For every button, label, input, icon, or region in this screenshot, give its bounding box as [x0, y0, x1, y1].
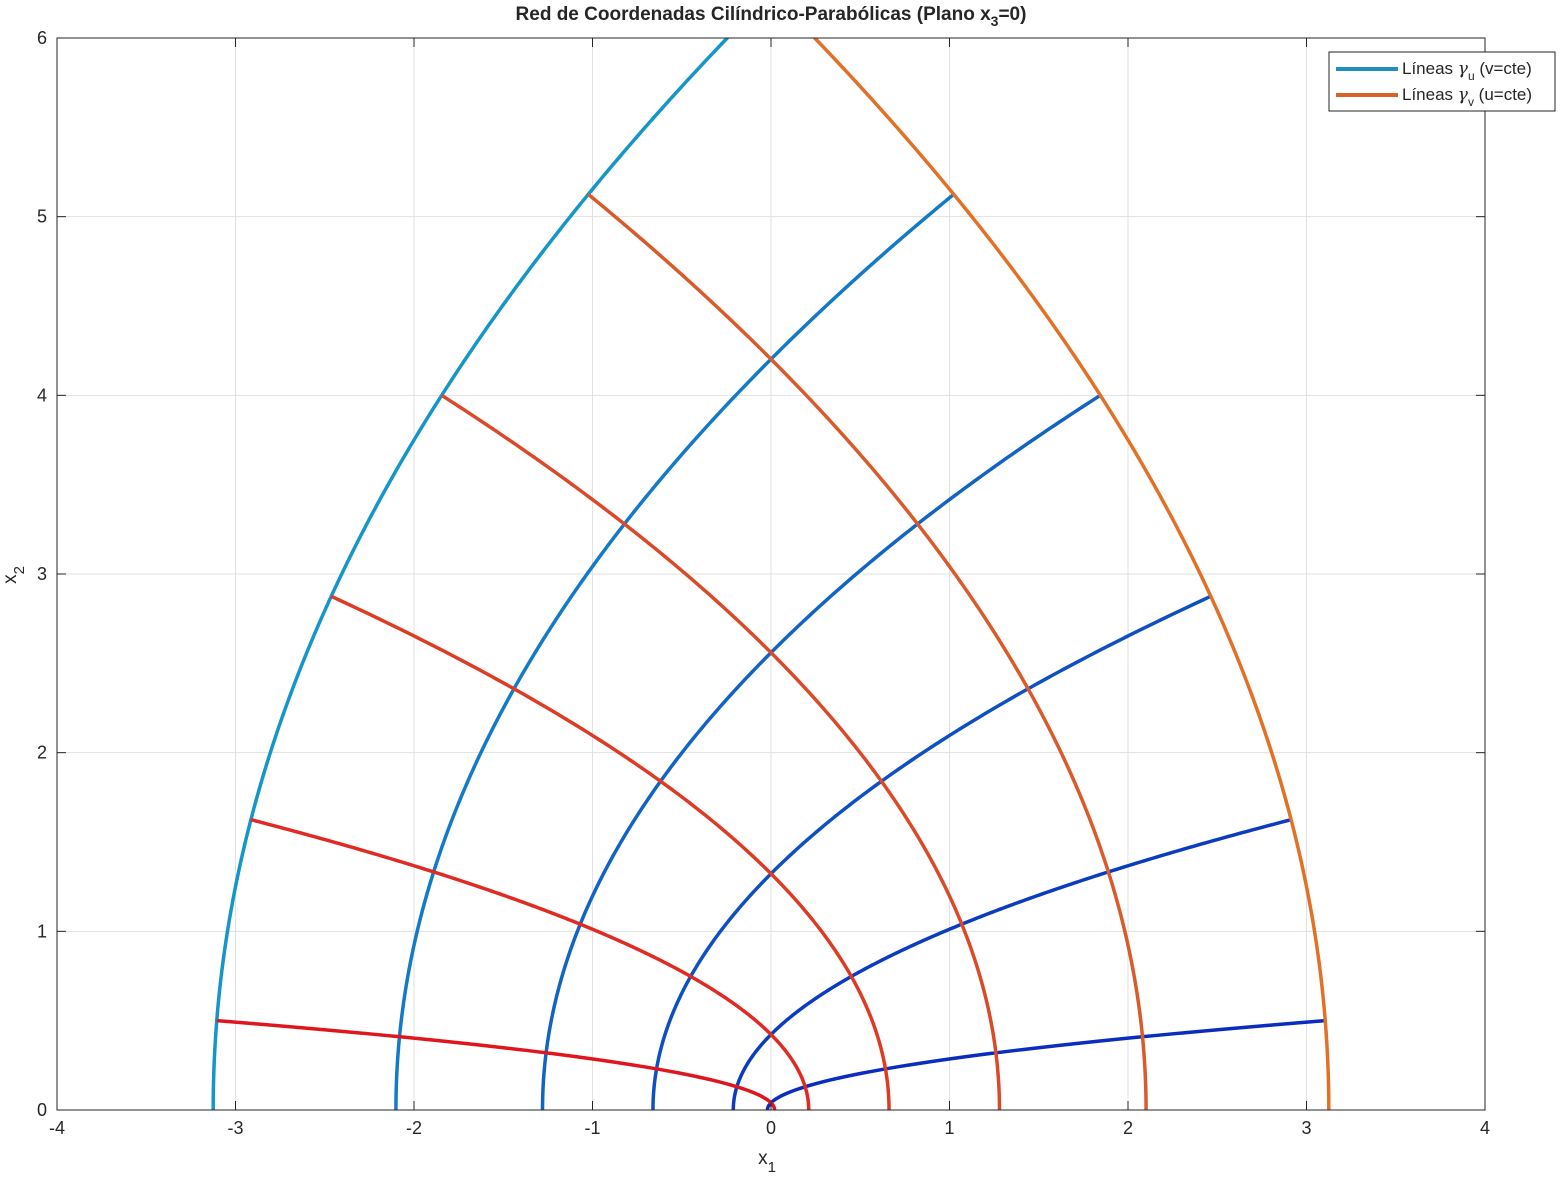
gamma-v-line [250, 817, 811, 1110]
gamma-u-line [731, 817, 1292, 1110]
x-tick-label: -2 [406, 1118, 422, 1138]
x-tick-label: 1 [944, 1118, 954, 1138]
gamma-u-line [394, 192, 955, 1110]
y-tick-label: 2 [37, 743, 47, 763]
gamma-v-line [812, 38, 1331, 1110]
gamma-v-line [330, 594, 891, 1110]
legend-entry-gamma-u: Líneas γu (v=cte) [1402, 59, 1532, 83]
gamma-u-line [765, 1018, 1326, 1110]
x-tick-label: 3 [1301, 1118, 1311, 1138]
y-tick-label: 6 [37, 28, 47, 48]
x-tick-label: 2 [1123, 1118, 1133, 1138]
y-tick-label: 4 [37, 385, 47, 405]
legend-box [1328, 51, 1556, 112]
x-tick-label: 4 [1480, 1118, 1490, 1138]
gamma-u-line [651, 594, 1212, 1110]
y-tick-label: 0 [37, 1100, 47, 1120]
ticks: -4 -3 -2 -1 0 1 2 3 4 0 1 2 3 4 5 6 [37, 28, 1490, 1138]
curves [211, 38, 1331, 1110]
x-tick-label: -4 [49, 1118, 65, 1138]
x-tick-label: -1 [584, 1118, 600, 1138]
y-tick-label: 5 [37, 207, 47, 227]
x-axis-label: x1 [758, 1148, 776, 1176]
gamma-v-line [216, 1018, 777, 1110]
y-axis-label: x2 [0, 566, 28, 584]
gamma-u-line [540, 393, 1102, 1110]
x-tick-label: 0 [766, 1118, 776, 1138]
legend: Líneas γu (v=cte) Líneas γv (u=cte) [1328, 51, 1556, 112]
legend-entry-gamma-v: Líneas γv (u=cte) [1402, 85, 1532, 109]
curve-group [211, 38, 1331, 1110]
y-tick-label: 3 [37, 564, 47, 584]
x-tick-label: -3 [227, 1118, 243, 1138]
gamma-v-line [440, 393, 1002, 1110]
chart-title: Red de Coordenadas Cilíndrico-Parabólica… [516, 4, 1027, 29]
gamma-u-line [211, 38, 730, 1110]
gamma-v-line [587, 192, 1148, 1110]
y-tick-label: 1 [37, 921, 47, 941]
